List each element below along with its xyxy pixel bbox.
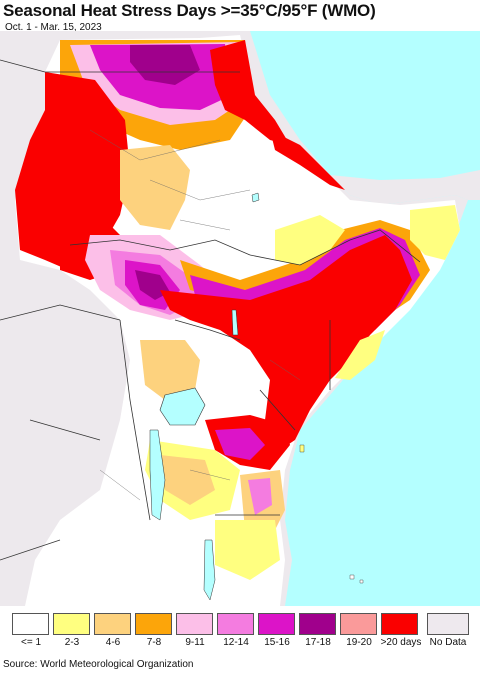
zone-ethiopia-yellow bbox=[275, 215, 345, 265]
lake-tanganyika bbox=[149, 429, 166, 521]
legend-swatch-10 bbox=[381, 613, 418, 635]
legend-swatch-8 bbox=[299, 613, 336, 635]
border-drc bbox=[119, 319, 151, 521]
legend-swatch-6 bbox=[217, 613, 254, 635]
zone-somalia-yellow bbox=[410, 205, 460, 260]
zone-north-purple bbox=[130, 45, 200, 85]
legend-label-2: 2-3 bbox=[64, 637, 80, 648]
lake-turkana bbox=[231, 309, 239, 336]
border-uganda bbox=[174, 319, 241, 341]
legend-label-10: >20 days bbox=[380, 637, 422, 648]
zone-moz-pink bbox=[248, 478, 272, 515]
zone-tanzania-magenta bbox=[215, 428, 265, 460]
legend-swatch-3 bbox=[94, 613, 131, 635]
border-west bbox=[0, 59, 121, 561]
legend-swatch-5 bbox=[176, 613, 213, 635]
legend-swatch-4 bbox=[135, 613, 172, 635]
gulf-of-aden bbox=[330, 170, 480, 205]
zone-uganda-orange bbox=[140, 340, 200, 400]
border-kenya-tanzania bbox=[259, 389, 296, 431]
source-note: Source: World Meteorological Organizatio… bbox=[3, 659, 194, 670]
lake-tana bbox=[251, 192, 260, 203]
zone-central-yellow bbox=[120, 145, 190, 230]
lake-malawi bbox=[203, 539, 216, 601]
legend-label-4: 7-8 bbox=[146, 637, 162, 648]
border-sudan-ssudan bbox=[69, 239, 251, 256]
zone-south-yellow bbox=[215, 520, 280, 580]
admin-lines bbox=[89, 129, 301, 501]
islands-zanzibar bbox=[299, 444, 305, 453]
zone-northeast-red bbox=[210, 40, 290, 145]
map-title: Seasonal Heat Stress Days >=35°C/95°F (W… bbox=[3, 1, 376, 20]
islands-small bbox=[349, 574, 364, 584]
legend-label-8: 17-18 bbox=[305, 637, 331, 648]
zone-redsea-red bbox=[270, 130, 345, 190]
legend-label-7: 15-16 bbox=[264, 637, 290, 648]
legend-swatch-9 bbox=[340, 613, 377, 635]
legend-label-3: 4-6 bbox=[105, 637, 121, 648]
legend-swatch-nodata bbox=[427, 613, 469, 635]
border-ethiopia bbox=[249, 229, 421, 266]
legend-swatch-1 bbox=[12, 613, 49, 635]
legend-label-6: 12-14 bbox=[223, 637, 249, 648]
heat-stress-map bbox=[0, 31, 480, 606]
ocean bbox=[250, 31, 480, 606]
legend-label-nodata: No Data bbox=[429, 637, 467, 648]
legend-swatch-2 bbox=[53, 613, 90, 635]
lake-victoria bbox=[159, 387, 206, 426]
zone-tanzania-orange bbox=[160, 455, 215, 505]
map-date-range: Oct. 1 - Mar. 15, 2023 bbox=[5, 22, 102, 33]
legend-label-5: 9-11 bbox=[185, 637, 205, 648]
legend-label-9: 19-20 bbox=[346, 637, 372, 648]
zone-east-red bbox=[160, 235, 412, 450]
legend-swatch-7 bbox=[258, 613, 295, 635]
zone-coast-yellow bbox=[335, 330, 385, 380]
legend-label-1: <= 1 bbox=[20, 637, 42, 648]
